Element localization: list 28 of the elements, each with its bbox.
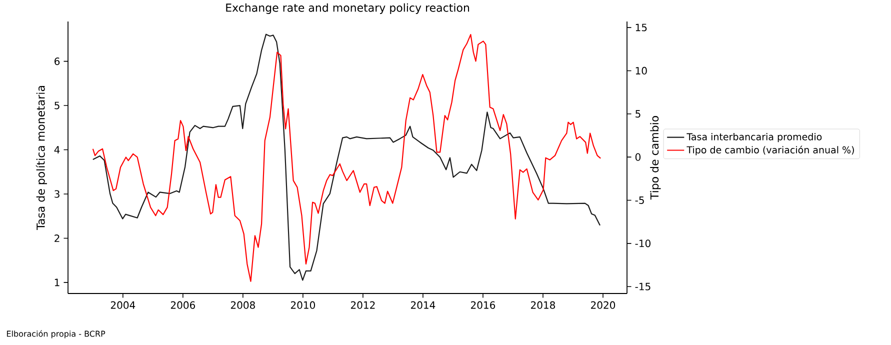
x-tick-label: 2020 (591, 302, 616, 310)
y2-tick-label: 10 (636, 67, 647, 75)
y2-tick-label: -10 (635, 240, 650, 248)
y-axis-title: Tasa de política monetaria (36, 86, 47, 230)
x-tick-label: 2018 (531, 302, 556, 310)
x-tick-label: 2004 (110, 302, 136, 310)
x-tick-label: 2014 (410, 302, 436, 310)
x-tick-label: 2006 (170, 302, 196, 310)
y2-tick-label: 0 (635, 154, 641, 162)
y2-tick-label: 15 (636, 24, 647, 32)
y-tick-label: 5 (54, 102, 60, 110)
legend-label: Tasa interbancaria promedio (686, 133, 822, 142)
text: Elboración propia - BCRP (6, 330, 106, 339)
x-tick-label: 2010 (290, 302, 316, 310)
y2-tick-label: 5 (636, 110, 640, 118)
y-tick-label: 2 (54, 234, 60, 242)
y2-tick-label: -15 (635, 283, 650, 291)
y-tick-label: 4 (54, 146, 60, 154)
legend-label: Tipo de cambio (variación anual %) (686, 146, 854, 156)
y-tick-label: 1 (54, 279, 60, 286)
x-tick-label: 2016 (470, 302, 496, 310)
y2-axis-title: Tipo de cambio (650, 116, 661, 200)
y-tick-label: 6 (54, 58, 60, 66)
x-tick-label: 2012 (350, 302, 375, 310)
chart-title: Exchange rate and monetary policy reaction (226, 4, 470, 14)
y-tick-label: 3 (54, 190, 60, 198)
x-tick-label: 2008 (230, 302, 255, 310)
y2-tick-label: -5 (635, 196, 644, 204)
